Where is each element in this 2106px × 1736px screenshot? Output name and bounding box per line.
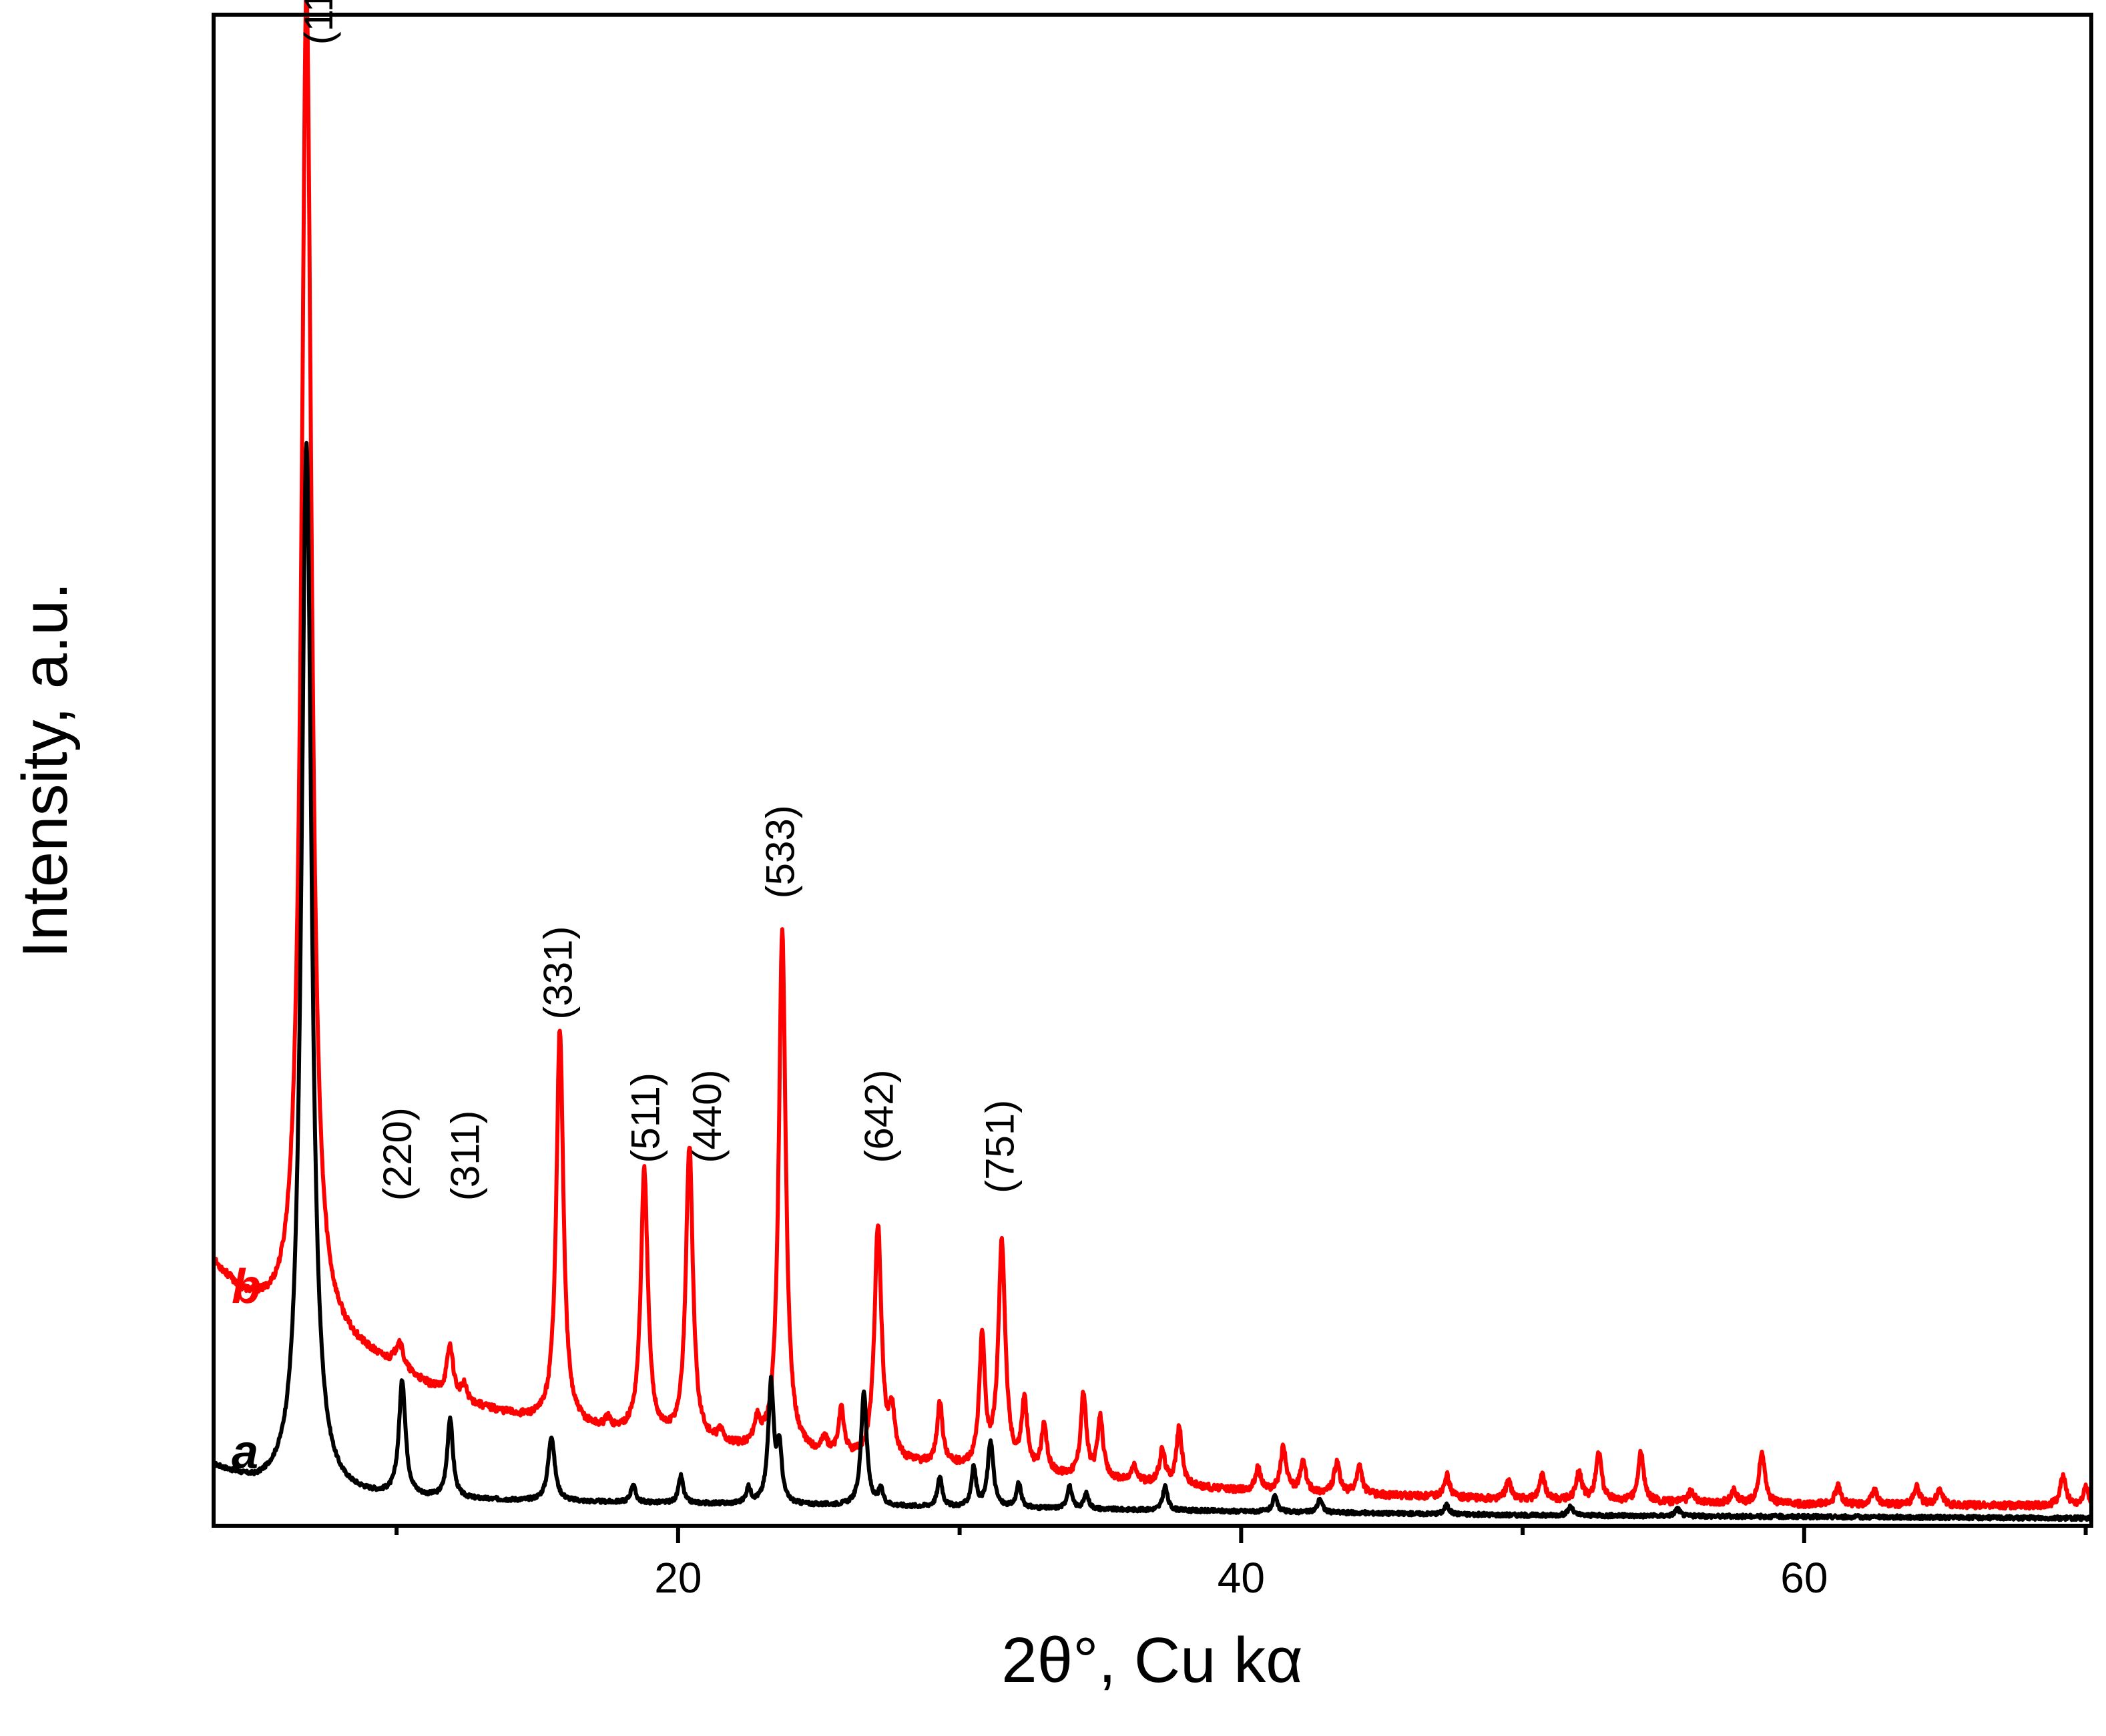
peak-label: (533) [758, 805, 803, 898]
peak-label: (220) [375, 1107, 420, 1201]
x-axis-title: 2θ°, Cu kα [1001, 1625, 1302, 1696]
peak-annotations: (111) (220) (311) (331) (511) (440) (533) (642)… [296, 0, 1023, 1201]
y-axis-title: Intensity, a.u. [9, 582, 81, 958]
peak-label: (440) [685, 1070, 730, 1163]
x-axis-ticks [394, 1526, 2088, 1543]
series-layer [212, 0, 2093, 1522]
peak-label: (751) [978, 1100, 1023, 1193]
peak-label: (642) [856, 1070, 901, 1163]
x-axis-tick-labels: 20 40 60 [654, 1554, 1828, 1602]
peak-label: (511) [623, 1073, 668, 1163]
peak-label: (331) [536, 926, 581, 1020]
peak-label: (311) [443, 1111, 487, 1201]
series-a-label: a [232, 1426, 258, 1479]
x-tick-label: 60 [1780, 1554, 1828, 1602]
peak-label: (111) [296, 0, 341, 45]
plot-frame [212, 13, 2093, 1528]
series-b-line [212, 0, 2093, 1511]
x-tick-label: 40 [1218, 1554, 1265, 1602]
series-b-label: b [232, 1260, 261, 1314]
x-tick-label: 20 [654, 1554, 702, 1602]
series-a-line [212, 441, 2093, 1522]
